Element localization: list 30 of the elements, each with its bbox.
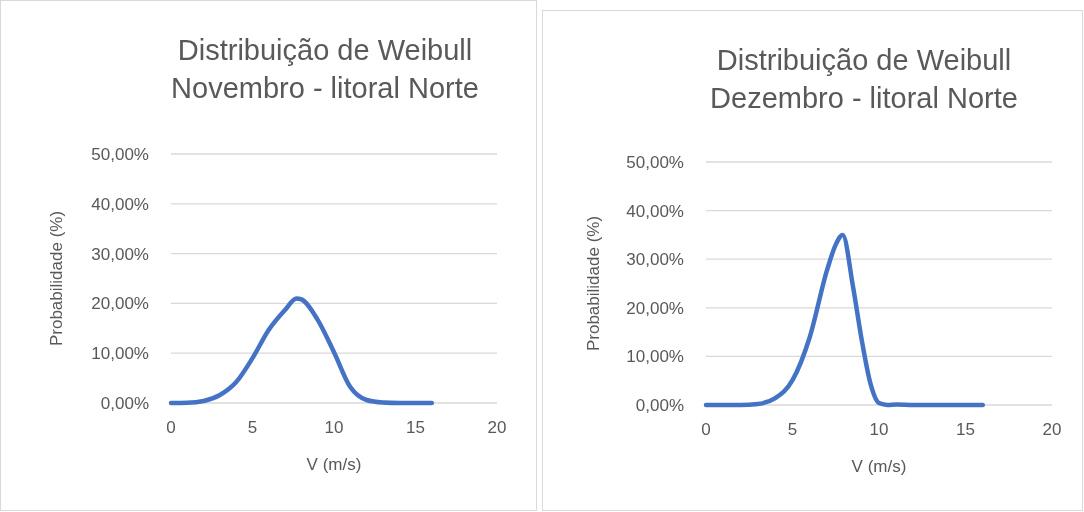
x-tick-label: 20 [487, 418, 507, 437]
x-tick-label: 0 [166, 418, 176, 437]
y-tick-label: 50,00% [626, 152, 684, 172]
y-tick-label: 40,00% [91, 194, 149, 214]
line-series [703, 232, 986, 408]
x-tick-label: 20 [1042, 420, 1062, 439]
y-axis-title: Probabilidade (%) [584, 215, 603, 352]
chart-title: Distribuição de Weibull Novembro - litoral Norte [171, 34, 479, 104]
line-series [168, 296, 435, 406]
y-tick-label: 10,00% [91, 344, 149, 364]
y-tick-label: 50,00% [91, 144, 149, 164]
x-tick-label: 15 [956, 420, 975, 439]
y-tick-label: 20,00% [91, 294, 149, 314]
y-tick-label: 10,00% [626, 347, 684, 367]
y-tick-label: 30,00% [626, 250, 684, 270]
y-tick-label: 30,00% [91, 244, 149, 264]
chart-title: Distribuição de Weibull Dezembro - litoral Norte [710, 44, 1018, 114]
x-axis-title: V (m/s) [851, 457, 907, 476]
y-tick-label: 0,00% [635, 395, 684, 415]
y-tick-label: 20,00% [626, 298, 684, 318]
x-tick-label: 15 [406, 418, 425, 437]
y-tick-label: 40,00% [626, 201, 684, 221]
y-tick-label: 0,00% [100, 393, 149, 413]
x-tick-label: 5 [247, 418, 258, 437]
x-tick-label: 5 [787, 420, 798, 439]
x-axis-title: V (m/s) [306, 455, 362, 474]
y-axis-title: Probabilidade (%) [47, 210, 66, 347]
x-tick-label: 10 [324, 418, 344, 437]
x-tick-label: 10 [869, 420, 889, 439]
x-tick-label: 0 [701, 420, 711, 439]
